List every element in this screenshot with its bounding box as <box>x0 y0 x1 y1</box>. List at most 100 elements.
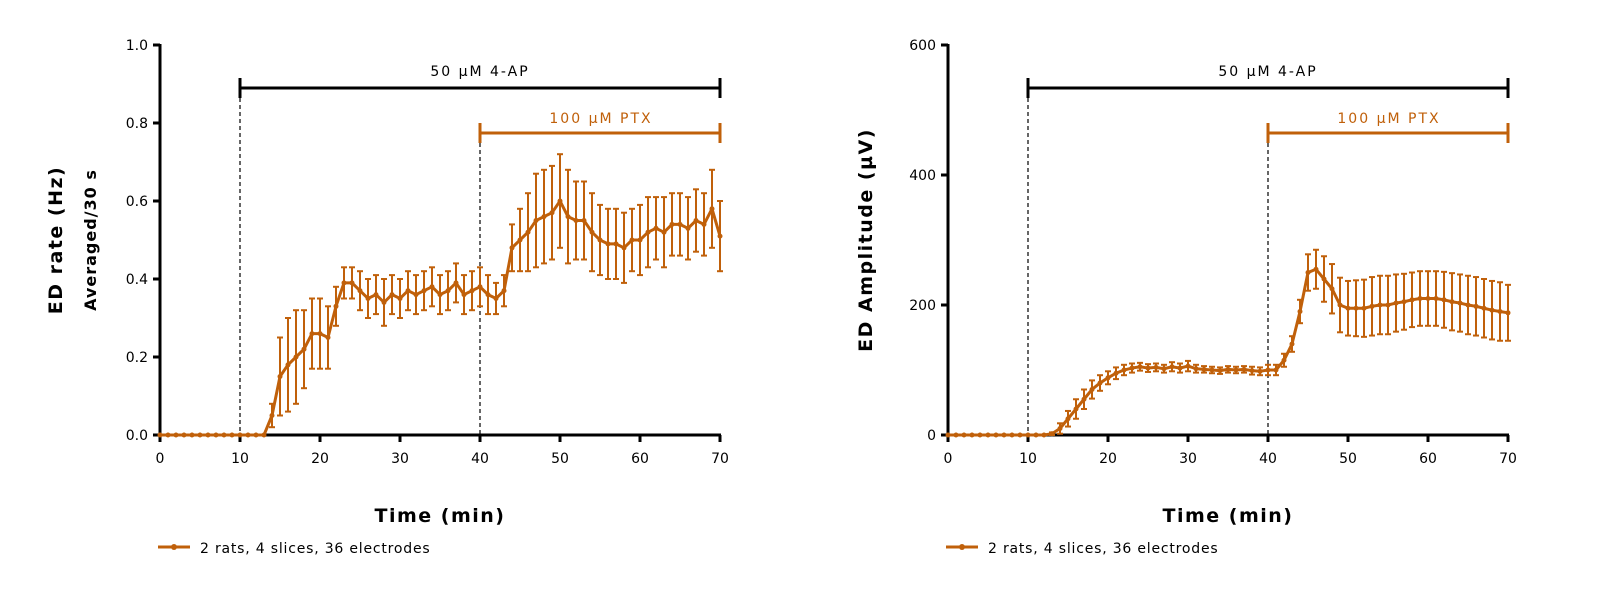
data-point <box>961 432 967 438</box>
data-point <box>157 432 163 438</box>
data-point <box>1297 309 1303 314</box>
data-point <box>309 331 315 337</box>
y-axis-label: ED Amplitude (µV) <box>855 128 877 352</box>
data-point <box>541 214 547 220</box>
x-tick-label: 30 <box>391 451 409 467</box>
data-point <box>1345 305 1351 311</box>
data-point <box>509 245 515 251</box>
data-point <box>701 221 707 227</box>
data-point <box>501 288 507 294</box>
data-point <box>1385 302 1391 308</box>
legend-label: 2 rats, 4 slices, 36 electrodes <box>200 541 431 557</box>
data-point <box>229 432 235 438</box>
data-point <box>525 229 531 235</box>
series-line <box>160 198 722 437</box>
data-point <box>1177 365 1183 371</box>
data-point <box>605 241 611 247</box>
data-point <box>1089 387 1095 392</box>
data-point <box>1001 432 1007 438</box>
y-tick-label: 0.4 <box>126 272 148 288</box>
data-point <box>597 237 603 243</box>
data-point <box>693 218 699 223</box>
legend-marker <box>959 544 965 550</box>
data-point <box>205 432 211 438</box>
data-point <box>1257 368 1263 374</box>
y-tick-label: 1.0 <box>126 38 148 54</box>
data-point <box>437 292 443 298</box>
data-point <box>573 218 579 223</box>
x-tick-label: 0 <box>156 451 165 467</box>
data-point <box>1449 299 1455 305</box>
data-point <box>1473 303 1479 309</box>
data-point <box>221 432 227 438</box>
data-point <box>173 432 179 438</box>
data-point <box>1113 370 1119 376</box>
data-point <box>709 206 715 212</box>
data-point <box>945 432 951 438</box>
data-point <box>953 432 959 438</box>
data-point <box>277 374 283 379</box>
data-point <box>1025 432 1031 438</box>
annotation-ptx-label: 100 µM PTX <box>549 111 652 127</box>
data-point <box>1153 364 1159 370</box>
data-point <box>477 284 483 290</box>
data-point <box>1041 432 1047 438</box>
data-point <box>1369 303 1375 309</box>
data-point <box>1273 367 1279 373</box>
x-tick-label: 40 <box>471 451 489 467</box>
data-point <box>181 432 187 438</box>
data-point <box>325 335 331 340</box>
data-point <box>445 288 451 294</box>
y-tick-label: 0 <box>927 428 936 444</box>
data-point <box>189 432 195 438</box>
legend-label: 2 rats, 4 slices, 36 electrodes <box>988 541 1219 557</box>
data-point <box>413 292 419 298</box>
data-point <box>621 245 627 251</box>
data-point <box>261 432 267 438</box>
data-point <box>1161 366 1167 372</box>
y-tick-label: 0.8 <box>126 116 148 132</box>
data-point <box>565 214 571 220</box>
data-point <box>1241 366 1247 372</box>
data-point <box>1057 426 1063 431</box>
x-tick-label: 20 <box>311 451 329 467</box>
x-tick-label: 50 <box>551 451 569 467</box>
data-point <box>645 229 651 235</box>
data-point <box>1233 367 1239 373</box>
data-point <box>629 237 635 243</box>
x-tick-label: 60 <box>631 451 649 467</box>
data-point <box>1105 375 1111 381</box>
x-tick-label: 70 <box>711 451 729 467</box>
data-point <box>1121 367 1127 373</box>
data-point <box>317 331 323 337</box>
data-point <box>381 299 387 305</box>
y-tick-label: 400 <box>909 168 936 184</box>
data-point <box>301 346 307 352</box>
annotation-4ap-label: 50 µM 4-AP <box>430 64 529 80</box>
data-point <box>1169 364 1175 370</box>
data-point <box>1289 341 1295 347</box>
data-point <box>429 284 435 290</box>
y-tick-label: 0.2 <box>126 350 148 366</box>
data-point <box>389 292 395 298</box>
data-point <box>1433 296 1439 301</box>
x-tick-label: 30 <box>1179 451 1197 467</box>
data-point <box>613 241 619 247</box>
data-point <box>1281 357 1287 363</box>
data-point <box>285 362 291 368</box>
data-point <box>985 432 991 438</box>
x-tick-label: 60 <box>1419 451 1437 467</box>
data-point <box>333 303 339 309</box>
data-point <box>1361 305 1367 311</box>
data-point <box>581 218 587 223</box>
data-point <box>365 296 371 301</box>
y-tick-label: 200 <box>909 298 936 314</box>
data-point <box>653 225 659 231</box>
data-point <box>637 237 643 243</box>
data-point <box>1265 367 1271 373</box>
data-point <box>213 432 219 438</box>
data-point <box>1033 432 1039 438</box>
data-point <box>485 292 491 298</box>
data-point <box>1377 302 1383 308</box>
